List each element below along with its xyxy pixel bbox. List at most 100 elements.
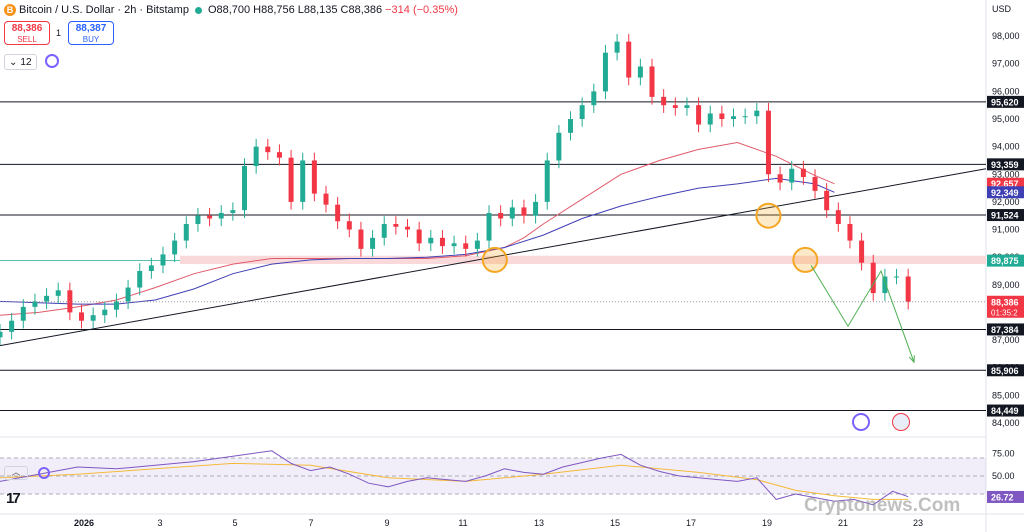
level-price-label: 91,524 bbox=[991, 211, 1019, 221]
ohlc-low: L88,135 bbox=[297, 4, 338, 16]
candle bbox=[602, 52, 608, 92]
candle bbox=[731, 116, 737, 119]
candle bbox=[416, 229, 422, 244]
rsi-tick-label: 75.00 bbox=[992, 449, 1015, 459]
price-tag bbox=[987, 254, 1024, 267]
candle bbox=[253, 146, 259, 166]
sell-price: 88,386 bbox=[11, 23, 43, 34]
replay-icon[interactable] bbox=[852, 413, 870, 431]
rsi-line bbox=[0, 450, 909, 506]
highlight-circle bbox=[755, 202, 782, 229]
trendline bbox=[0, 168, 987, 347]
time-tick-label: 3 bbox=[157, 518, 162, 528]
candle bbox=[125, 287, 131, 302]
price-tag-label: 92,657 bbox=[991, 179, 1019, 189]
resistance-zone bbox=[180, 255, 986, 265]
candle bbox=[335, 204, 341, 222]
price-tick-label: 96,000 bbox=[992, 86, 1020, 96]
price-tick-label: 89,000 bbox=[992, 280, 1020, 290]
candle bbox=[696, 105, 702, 125]
candle bbox=[474, 240, 480, 249]
candle bbox=[533, 201, 539, 216]
rsi-settings-icon[interactable] bbox=[38, 467, 50, 479]
time-tick-label: 17 bbox=[686, 518, 696, 528]
candle bbox=[20, 306, 26, 321]
price-tick-label: 84,000 bbox=[992, 418, 1020, 428]
candle bbox=[207, 215, 213, 219]
price-tick-label: 92,000 bbox=[992, 197, 1020, 207]
price-tick-label: 85,000 bbox=[992, 390, 1020, 400]
price-tick-label: 91,000 bbox=[992, 225, 1020, 235]
candle bbox=[44, 295, 50, 302]
candle bbox=[777, 174, 783, 183]
buy-button[interactable]: 88,387 BUY bbox=[68, 21, 114, 45]
candle bbox=[300, 160, 306, 202]
candle bbox=[684, 105, 690, 108]
symbol-title[interactable]: Bitcoin / U.S. Dollar · 2h · Bitstamp bbox=[19, 4, 189, 16]
level-price-tag bbox=[987, 364, 1024, 377]
candle bbox=[800, 168, 806, 178]
price-change: −314 (−0.35%) bbox=[385, 4, 458, 16]
candle bbox=[568, 119, 574, 133]
price-tick-label: 87,000 bbox=[992, 335, 1020, 345]
buy-price: 88,387 bbox=[75, 23, 107, 34]
candle bbox=[242, 165, 248, 211]
level-price-tag bbox=[987, 158, 1024, 171]
candle bbox=[428, 237, 434, 244]
time-tick-label: 2026 bbox=[74, 518, 94, 528]
candle bbox=[859, 240, 865, 263]
bitcoin-icon: B bbox=[4, 4, 16, 16]
time-tick-label: 5 bbox=[232, 518, 237, 528]
candle bbox=[637, 66, 643, 78]
sell-button[interactable]: 88,386 SELL bbox=[4, 21, 50, 45]
rsi-tick-label: 50.00 bbox=[992, 471, 1015, 481]
market-status-icon bbox=[194, 6, 202, 14]
candle bbox=[719, 113, 725, 119]
level-price-tag bbox=[987, 323, 1024, 336]
candle bbox=[32, 301, 38, 307]
candle bbox=[591, 91, 597, 106]
level-price-label: 95,620 bbox=[991, 97, 1019, 107]
projection-arrow bbox=[908, 355, 915, 364]
candle bbox=[824, 190, 830, 211]
indicator-count: 12 bbox=[20, 56, 32, 68]
time-tick-label: 7 bbox=[308, 518, 313, 528]
candle bbox=[323, 193, 329, 205]
level-price-label: 87,384 bbox=[991, 325, 1019, 335]
chart-header: B Bitcoin / U.S. Dollar · 2h · Bitstamp … bbox=[4, 2, 458, 18]
level-price-tag bbox=[987, 95, 1024, 108]
price-tick-label: 98,000 bbox=[992, 31, 1020, 41]
buy-label: BUY bbox=[82, 35, 100, 44]
candle bbox=[172, 240, 178, 255]
indicator-settings-icon[interactable] bbox=[45, 54, 59, 68]
price-tag-label: 92,349 bbox=[991, 188, 1019, 198]
time-tick-label: 15 bbox=[610, 518, 620, 528]
candle bbox=[661, 96, 667, 106]
currency-label: USD bbox=[992, 4, 1012, 14]
indicators-toggle[interactable]: ⌄ 12 bbox=[4, 54, 37, 70]
candle bbox=[148, 265, 154, 271]
time-tick-label: 13 bbox=[534, 518, 544, 528]
price-tag bbox=[987, 186, 1024, 199]
candle bbox=[579, 105, 585, 119]
level-price-label: 84,449 bbox=[991, 406, 1019, 416]
projection-path bbox=[810, 265, 915, 363]
flag-icon[interactable] bbox=[892, 413, 910, 431]
ohlc-high: H88,756 bbox=[253, 4, 295, 16]
rsi-collapse-button[interactable]: ︿ bbox=[4, 466, 28, 480]
price-tag-label: 88,386 bbox=[991, 297, 1019, 307]
candle bbox=[672, 105, 678, 108]
candle bbox=[113, 301, 119, 310]
candle bbox=[288, 157, 294, 202]
candle bbox=[847, 224, 853, 241]
countdown-label: 01:35:2 bbox=[991, 308, 1018, 317]
highlight-circle bbox=[481, 246, 508, 273]
candle bbox=[102, 309, 108, 316]
candle bbox=[346, 221, 352, 230]
candle bbox=[835, 210, 841, 224]
candle bbox=[183, 224, 189, 241]
candle bbox=[765, 110, 771, 175]
ohlc-close: C88,386 bbox=[340, 4, 383, 16]
chevron-down-icon: ⌄ bbox=[9, 56, 18, 68]
